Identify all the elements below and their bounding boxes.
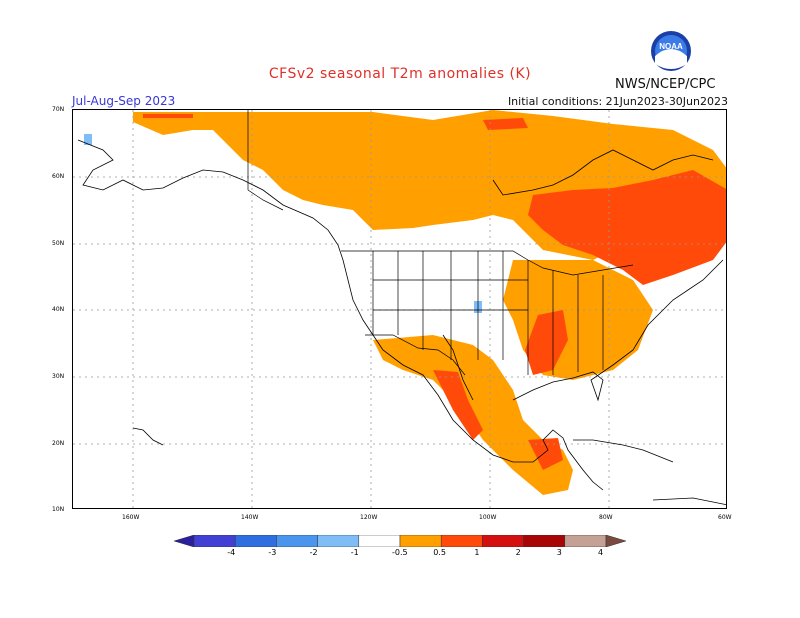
- lon-label-120w: 120W: [360, 514, 378, 521]
- colorbar-segment: [358, 535, 401, 547]
- colorbar-segment: [317, 535, 360, 547]
- colorbar-label: 0.5: [433, 548, 446, 557]
- lon-label-60w: 60W: [718, 514, 732, 521]
- lat-label-50n: 50N: [52, 240, 65, 247]
- colorbar-label: -0.5: [392, 548, 408, 557]
- lat-label-10n: 10N: [52, 506, 65, 513]
- colorbar-label: 4: [598, 548, 604, 557]
- colorbar-label: -1: [350, 548, 359, 557]
- noaa-logo: NOAA: [650, 30, 692, 72]
- anomaly-map: [72, 109, 727, 509]
- colorbar-label: 2: [515, 548, 521, 557]
- colorbar-label: -2: [309, 548, 318, 557]
- colorbar-segment: [399, 535, 442, 547]
- colorbar-segment: [605, 535, 626, 547]
- coastlines: [77, 139, 726, 506]
- lon-label-100w: 100W: [479, 514, 497, 521]
- lon-label-80w: 80W: [599, 514, 613, 521]
- lon-label-160w: 160W: [122, 514, 140, 521]
- colorbar-segment: [564, 535, 607, 547]
- lon-label-140w: 140W: [241, 514, 259, 521]
- colorbar-label: -3: [268, 548, 277, 557]
- political-borders: [247, 110, 634, 376]
- lat-label-30n: 30N: [52, 373, 65, 380]
- colorbar-segment: [193, 535, 236, 547]
- lat-label-60n: 60N: [52, 173, 65, 180]
- lat-label-20n: 20N: [52, 440, 65, 447]
- colorbar-segment: [276, 535, 318, 547]
- colorbar-label: -4: [227, 548, 236, 557]
- colorbar-segment: [234, 535, 277, 547]
- colorbar: [174, 535, 626, 547]
- colorbar-label: 3: [556, 548, 562, 557]
- forecast-period: Jul-Aug-Sep 2023: [72, 94, 176, 108]
- colorbar-segment: [523, 535, 566, 547]
- anomaly-fills: [84, 110, 726, 495]
- colorbar-segment: [174, 535, 195, 547]
- lat-lon-grid: [73, 110, 726, 508]
- agency-label: NWS/NCEP/CPC: [615, 77, 716, 92]
- initial-conditions: Initial conditions: 21Jun2023-30Jun2023: [507, 95, 728, 108]
- chart-title: CFSv2 seasonal T2m anomalies (K): [268, 66, 532, 82]
- colorbar-segment: [440, 535, 483, 547]
- colorbar-segment: [482, 535, 524, 547]
- lat-label-40n: 40N: [52, 306, 65, 313]
- colorbar-label: 1: [474, 548, 480, 557]
- lat-label-70n: 70N: [52, 106, 65, 113]
- noaa-logo-text: NOAA: [659, 42, 683, 51]
